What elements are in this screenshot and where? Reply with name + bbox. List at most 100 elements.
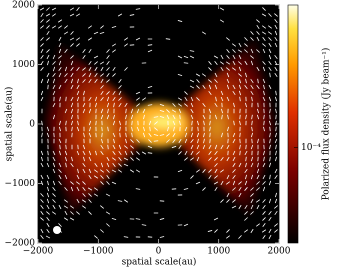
vector [136,97,140,101]
vector [117,200,123,202]
vector [136,139,140,143]
y-axis-label: spatial scale(au) [4,87,15,162]
vector [177,169,183,173]
vector [202,103,206,107]
vector [94,79,98,83]
vector [81,205,87,209]
vector [179,120,181,126]
vector [203,120,205,126]
vector [257,138,259,144]
vector [46,54,50,60]
vector [64,73,68,77]
vector [268,198,272,204]
vector [52,180,56,186]
vector [46,174,50,180]
vector [220,90,224,96]
vector [71,156,73,162]
vector [190,102,194,108]
vector [82,102,86,108]
vector [131,126,133,132]
vector [47,150,49,156]
vector [274,42,278,48]
vector [256,49,260,53]
vector [46,49,50,53]
vector [261,31,267,35]
vector [262,66,266,72]
vector [52,90,56,96]
vector [159,115,165,119]
vector [118,157,122,161]
vector [226,78,230,84]
vector [70,78,74,84]
vector [244,217,248,221]
vector [88,48,92,54]
vector [251,114,253,120]
vector [70,66,74,72]
vector [81,199,87,203]
vector [232,138,236,144]
vector [106,223,110,227]
vector [106,91,110,95]
vector [40,19,44,23]
vector [100,78,104,84]
vector [95,96,97,102]
vector [196,132,200,138]
vector [59,144,61,150]
vector [190,96,194,102]
vector [220,96,224,102]
vector [83,156,85,162]
vector [274,55,278,59]
vector [184,150,188,156]
vector [123,157,129,161]
vector [82,193,86,197]
vector [196,97,200,101]
vector [171,109,177,113]
vector [250,211,254,215]
vector [220,54,224,60]
vector [112,132,116,138]
vector [196,156,200,162]
vector [232,199,236,203]
vector [244,187,248,191]
x-tick-label: −1000 [83,247,114,257]
vector [124,102,128,108]
vector [147,145,153,149]
vector [190,144,194,150]
vector [226,96,230,102]
vector [100,66,104,72]
vector [262,61,266,65]
vector [208,169,212,173]
vector [40,67,44,71]
vector [99,61,105,65]
vector [275,156,277,162]
vector [238,204,242,210]
vector [208,150,212,156]
vector [237,49,243,53]
vector [232,150,236,156]
vector [69,205,75,209]
vector [136,103,140,107]
vector [106,169,110,173]
vector [87,25,93,29]
vector [129,14,135,16]
vector [69,37,75,41]
vector [274,30,278,36]
vector [262,174,266,180]
vector [130,157,134,161]
vector [65,162,67,168]
vector [274,205,278,209]
vector [268,60,272,66]
vector [64,199,68,203]
vector [82,49,86,53]
vector [244,180,248,186]
vector [124,145,128,149]
vector [147,49,153,53]
vector [183,55,189,59]
vector [238,54,242,60]
vector [57,19,63,23]
vector [239,78,241,84]
vector [239,120,241,126]
vector [147,85,153,89]
vector [189,79,195,83]
vector [190,150,194,156]
